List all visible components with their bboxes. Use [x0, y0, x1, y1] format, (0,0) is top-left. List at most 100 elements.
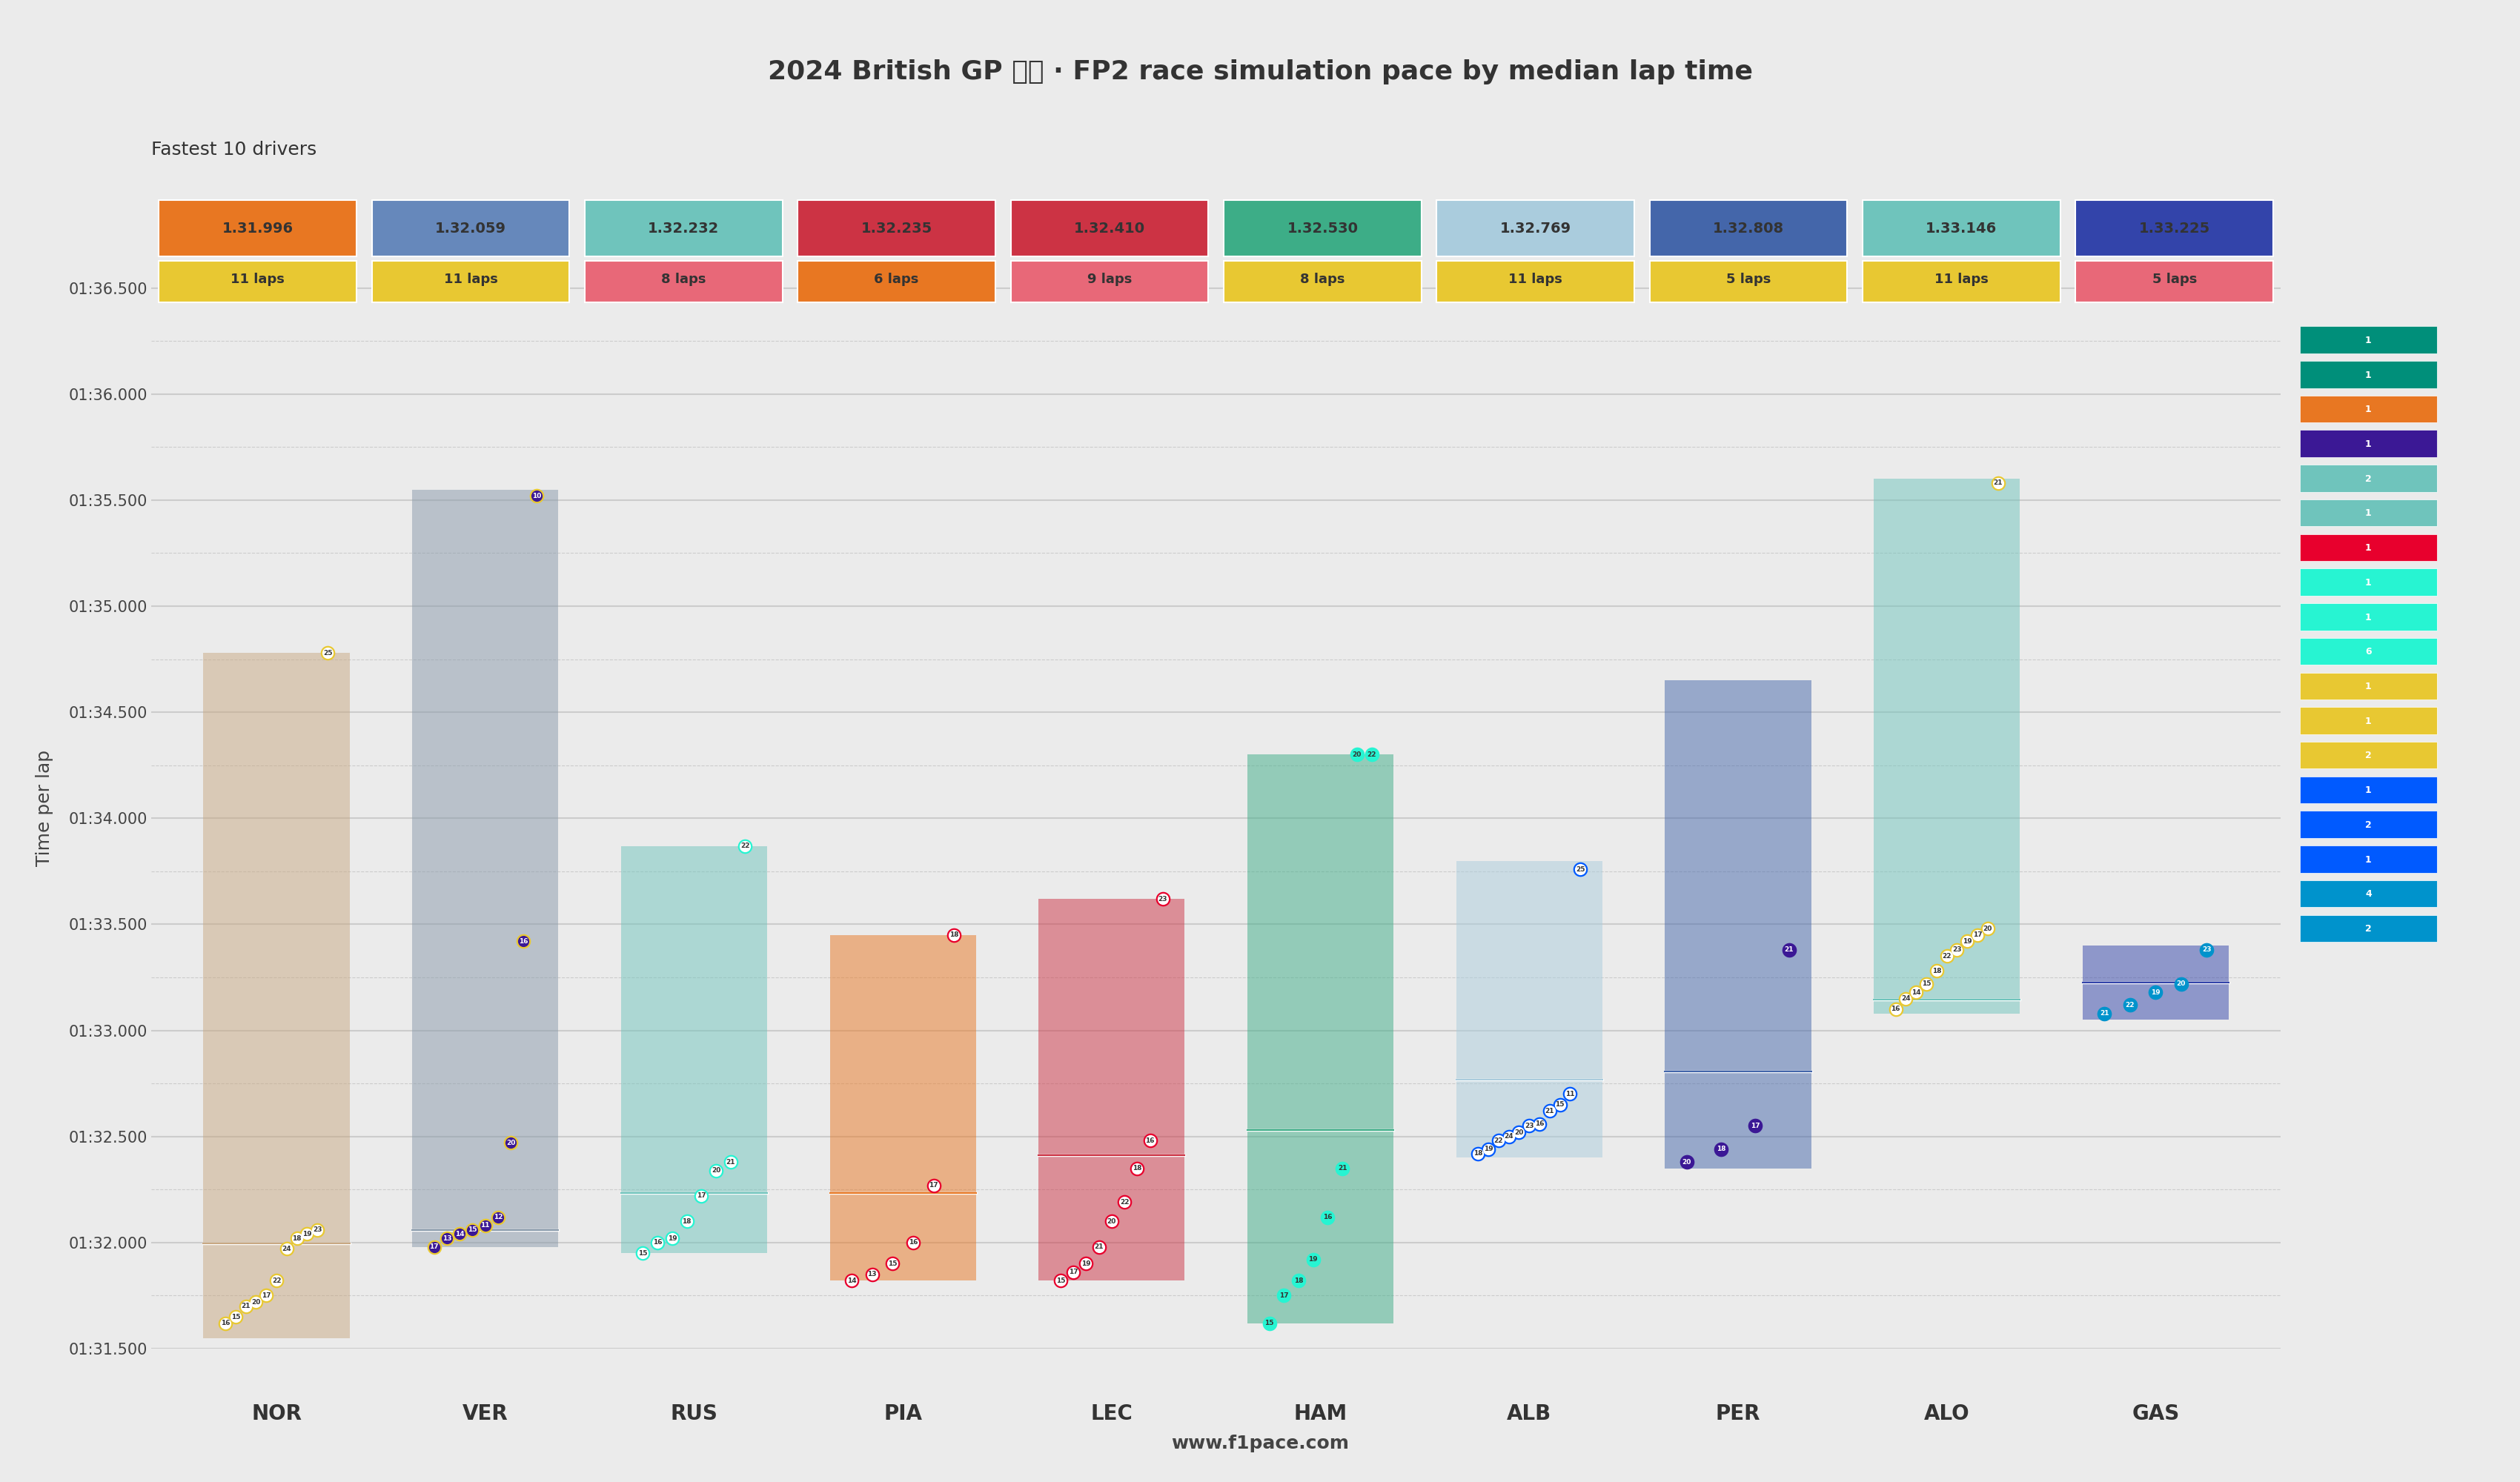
- Text: 16: 16: [907, 1239, 917, 1246]
- Point: [214, 1306, 255, 1329]
- Point: [1250, 1312, 1290, 1335]
- FancyBboxPatch shape: [2301, 396, 2437, 422]
- Text: 15: 15: [887, 1260, 897, 1267]
- Text: 20: 20: [711, 1168, 721, 1174]
- FancyBboxPatch shape: [2301, 569, 2437, 596]
- Text: 20: 20: [1983, 925, 1993, 932]
- Text: 13: 13: [444, 1235, 451, 1242]
- Point: [277, 1227, 318, 1251]
- Point: [912, 1174, 953, 1197]
- Point: [1875, 997, 1915, 1021]
- Text: 2024 British GP 🇬🇧 · FP2 race simulation pace by median lap time: 2024 British GP 🇬🇧 · FP2 race simulation…: [769, 59, 1751, 84]
- Point: [1079, 1235, 1119, 1258]
- Point: [451, 1218, 491, 1242]
- Bar: [1247, 754, 1394, 1323]
- Point: [1915, 959, 1956, 983]
- Text: 14: 14: [1913, 988, 1920, 996]
- Point: [1323, 1156, 1363, 1180]
- FancyBboxPatch shape: [2301, 741, 2437, 769]
- Text: 23: 23: [1953, 947, 1961, 953]
- Point: [1479, 1129, 1520, 1153]
- Point: [1293, 1248, 1333, 1272]
- Point: [2187, 938, 2228, 962]
- Point: [2162, 972, 2202, 996]
- Point: [711, 1150, 751, 1174]
- Point: [247, 1283, 287, 1307]
- Point: [438, 1223, 479, 1246]
- Text: 18: 18: [1716, 1146, 1726, 1153]
- Text: 1.32.059: 1.32.059: [436, 221, 507, 236]
- Text: 19: 19: [668, 1235, 678, 1242]
- Point: [1142, 888, 1182, 911]
- Text: 1: 1: [2366, 716, 2371, 726]
- Point: [1915, 959, 1956, 983]
- Text: 1: 1: [2366, 682, 2371, 691]
- Point: [1263, 1283, 1303, 1307]
- Text: 16: 16: [1890, 1006, 1900, 1012]
- Point: [1091, 1209, 1131, 1233]
- Text: 1: 1: [2366, 335, 2371, 345]
- Text: 6: 6: [2366, 648, 2371, 657]
- Point: [1250, 1312, 1290, 1335]
- Point: [852, 1263, 892, 1286]
- Point: [1905, 972, 1945, 996]
- Point: [227, 1294, 267, 1317]
- Text: 17: 17: [262, 1292, 272, 1298]
- Point: [1701, 1137, 1741, 1160]
- Text: 9 laps: 9 laps: [1086, 273, 1131, 286]
- Text: 15: 15: [232, 1313, 239, 1320]
- Point: [307, 642, 348, 665]
- Point: [680, 1184, 721, 1208]
- Text: 11: 11: [481, 1223, 489, 1229]
- Point: [1885, 987, 1925, 1011]
- Point: [1116, 1156, 1157, 1180]
- Point: [479, 1205, 519, 1229]
- Point: [1459, 1141, 1499, 1165]
- Point: [1053, 1260, 1094, 1283]
- Text: 15: 15: [1265, 1320, 1275, 1326]
- Point: [1968, 917, 2008, 941]
- Point: [2084, 1002, 2124, 1026]
- Point: [668, 1209, 708, 1233]
- Point: [1769, 938, 1809, 962]
- Text: 1.32.530: 1.32.530: [1288, 221, 1358, 236]
- FancyBboxPatch shape: [2301, 534, 2437, 562]
- Point: [517, 485, 557, 508]
- Point: [1293, 1248, 1333, 1272]
- Text: 21: 21: [1338, 1165, 1348, 1172]
- Text: 14: 14: [456, 1230, 464, 1237]
- Point: [227, 1294, 267, 1317]
- Text: 18: 18: [1933, 968, 1940, 974]
- Point: [1041, 1269, 1081, 1292]
- Point: [1104, 1190, 1144, 1214]
- Point: [935, 923, 975, 947]
- Text: 11 laps: 11 laps: [1935, 273, 1988, 286]
- Point: [1701, 1137, 1741, 1160]
- Text: 16: 16: [1535, 1120, 1545, 1128]
- Point: [1091, 1209, 1131, 1233]
- Bar: [1666, 680, 1812, 1168]
- Bar: [1038, 900, 1184, 1280]
- Point: [872, 1252, 912, 1276]
- Point: [1928, 944, 1968, 968]
- Point: [638, 1230, 678, 1254]
- Text: 11 laps: 11 laps: [444, 273, 496, 286]
- Text: 23: 23: [1159, 895, 1167, 903]
- Text: 21: 21: [726, 1159, 736, 1165]
- Text: 21: 21: [2099, 1011, 2109, 1017]
- Point: [1905, 972, 1945, 996]
- Point: [1336, 742, 1376, 766]
- Text: 17: 17: [930, 1183, 937, 1189]
- Point: [2134, 981, 2175, 1005]
- Text: 16: 16: [653, 1239, 663, 1246]
- Text: 20: 20: [1683, 1159, 1691, 1165]
- Point: [257, 1269, 297, 1292]
- Point: [1142, 888, 1182, 911]
- Point: [1968, 917, 2008, 941]
- FancyBboxPatch shape: [2301, 811, 2437, 837]
- Point: [214, 1306, 255, 1329]
- Text: 1: 1: [2366, 508, 2371, 519]
- Text: www.f1pace.com: www.f1pace.com: [1172, 1435, 1348, 1452]
- Point: [204, 1312, 244, 1335]
- Text: 22: 22: [1366, 751, 1376, 757]
